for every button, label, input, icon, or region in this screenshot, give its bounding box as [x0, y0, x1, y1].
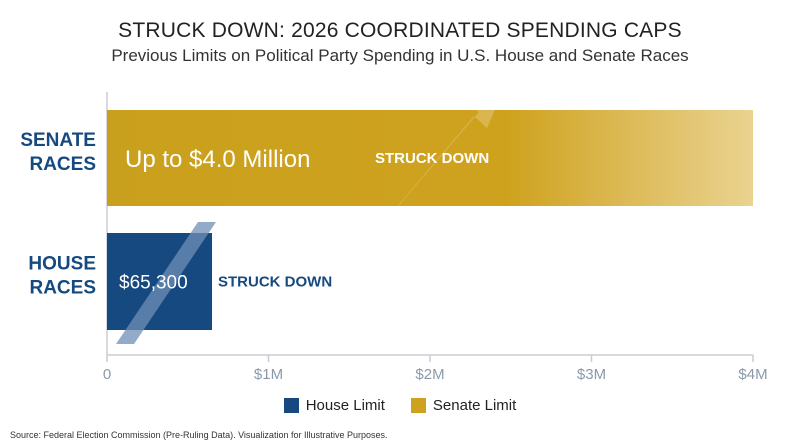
category-label: RACES	[29, 278, 96, 299]
x-tick-label: 0	[103, 366, 111, 383]
chart-title: STRUCK DOWN: 2026 COORDINATED SPENDING C…	[118, 19, 682, 42]
legend-swatch-senate	[410, 398, 426, 413]
senate-bar	[107, 110, 753, 206]
senate-bar-label: Up to $4.0 Million	[125, 146, 310, 173]
senate-struck-annotation: STRUCK DOWN	[375, 150, 489, 167]
legend-swatch-house	[283, 398, 299, 413]
source-note: Source: Federal Election Commission (Pre…	[10, 430, 388, 440]
chart-subtitle: Previous Limits on Political Party Spend…	[111, 46, 689, 65]
x-tick-label: $2M	[415, 366, 444, 383]
arrow-overlay	[352, 91, 503, 222]
house-struck-annotation: STRUCK DOWN	[218, 274, 332, 291]
x-tick-label: $1M	[254, 366, 283, 383]
legend: House Limit Senate Limit	[0, 397, 800, 414]
legend-label-senate: Senate Limit	[432, 397, 517, 414]
house-bar-label: $65,300	[119, 273, 188, 294]
legend-label-house: House Limit	[305, 397, 385, 414]
category-label: SENATE	[20, 130, 96, 151]
slash-overlay	[116, 222, 216, 344]
category-label: HOUSE	[28, 254, 96, 275]
category-label: RACES	[29, 154, 96, 175]
legend-item-senate: Senate Limit	[410, 397, 517, 414]
x-tick-label: $3M	[577, 366, 606, 383]
legend-item-house: House Limit	[283, 397, 385, 414]
x-tick-label: $4M	[738, 366, 767, 383]
